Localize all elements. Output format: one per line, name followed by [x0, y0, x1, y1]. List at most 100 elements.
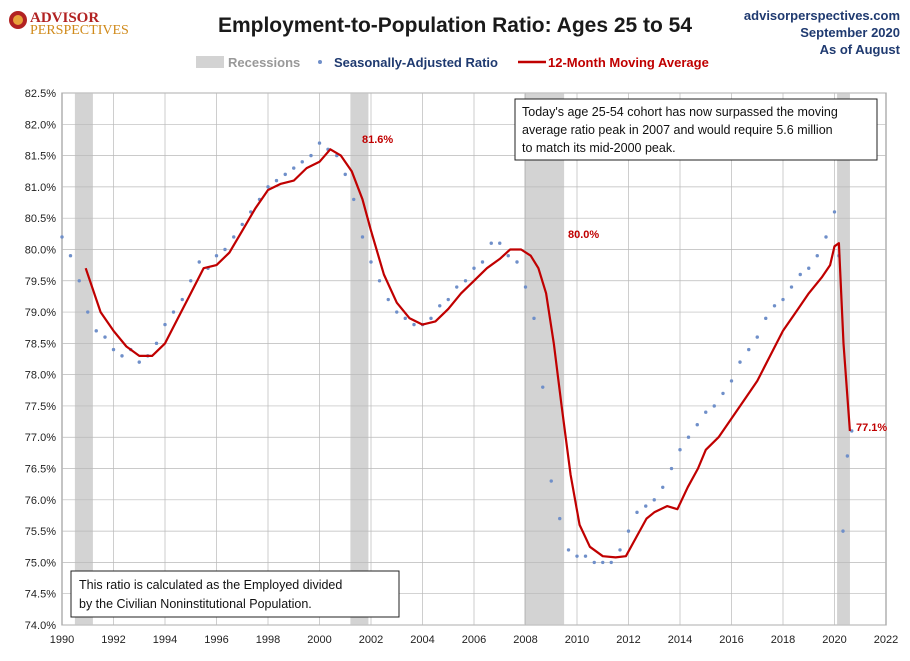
y-tick-label: 79.5% — [25, 276, 56, 288]
x-tick-label: 2018 — [771, 634, 795, 646]
recession-band-0 — [74, 93, 93, 625]
ratio-point — [609, 560, 613, 565]
ratio-point — [120, 354, 124, 358]
ratio-point — [592, 560, 596, 565]
ratio-point — [223, 247, 227, 252]
ratio-point — [824, 235, 828, 239]
ratio-point — [171, 310, 176, 314]
y-tick-label: 76.0% — [25, 495, 56, 507]
ratio-point — [266, 185, 270, 189]
ratio-point — [523, 285, 528, 289]
ratio-point — [300, 160, 304, 164]
ratio-point — [480, 260, 485, 264]
ratio-point — [601, 560, 605, 565]
ratio-point — [438, 304, 442, 308]
ratio-point — [845, 454, 850, 458]
ratio-point — [180, 297, 184, 302]
ratio-point — [240, 222, 244, 227]
annotation-box-top: Today's age 25-54 cohort has now surpass… — [514, 98, 878, 161]
ratio-point — [635, 510, 639, 515]
recession-band-2 — [524, 93, 565, 625]
ratio-point — [532, 316, 536, 321]
ratio-point — [455, 285, 459, 289]
legend-ratio: Seasonally-Adjusted Ratio — [334, 55, 498, 70]
ratio-point — [661, 485, 665, 490]
ratio-dots — [60, 141, 854, 565]
label-peak-2007: 80.0% — [568, 229, 599, 241]
x-tick-label: 1994 — [153, 634, 177, 646]
ratio-point — [678, 448, 682, 452]
x-tick-label: 2004 — [410, 634, 434, 646]
ratio-point — [232, 235, 236, 239]
ratio-point — [669, 466, 674, 471]
ratio-point — [137, 360, 141, 364]
legend-recessions: Recessions — [228, 55, 300, 70]
site-label: advisorperspectives.com — [744, 8, 900, 23]
ratio-point — [772, 304, 777, 308]
x-tick-label: 2012 — [616, 634, 640, 646]
x-tick-label: 2000 — [307, 634, 331, 646]
y-tick-label: 79.0% — [25, 307, 56, 319]
y-tick-label: 81.0% — [25, 182, 56, 194]
chart-title: Employment-to-Population Ratio: Ages 25 … — [218, 14, 692, 37]
ratio-point — [446, 297, 450, 302]
ratio-point — [738, 360, 742, 364]
ratio-point — [189, 279, 193, 283]
ratio-point — [274, 178, 279, 183]
ratio-point — [781, 297, 785, 302]
y-tick-label: 74.0% — [25, 620, 56, 632]
recession-bands — [74, 93, 850, 625]
ratio-point — [163, 322, 167, 327]
annotation-top-line-2: average ratio peak in 2007 and would req… — [522, 123, 833, 137]
ratio-point — [729, 379, 734, 383]
y-tick-label: 77.5% — [25, 401, 56, 413]
ratio-point — [618, 548, 622, 552]
ratio-point — [549, 479, 553, 483]
annotation-top-line-3: to match its mid-2000 peak. — [522, 141, 676, 155]
x-tick-label: 1990 — [50, 634, 74, 646]
ratio-point — [798, 272, 802, 277]
ratio-point — [755, 335, 759, 339]
x-tick-label: 1998 — [256, 634, 280, 646]
ratio-point — [583, 554, 588, 558]
ratio-point — [498, 241, 502, 245]
ratio-point — [807, 266, 811, 270]
ratio-point — [541, 385, 545, 389]
y-axis-ticks: 74.0% 74.5% 75.0% 75.5% 76.0% 76.5% 77.0% 77.5%… — [25, 88, 56, 632]
ratio-point — [575, 554, 579, 558]
annotation-top-line-1: Today's age 25-54 cohort has now surpass… — [522, 105, 838, 119]
moving-average-path — [84, 148, 851, 559]
date-label: September 2020 — [800, 25, 900, 40]
ratio-point — [86, 310, 90, 314]
ratio-point — [94, 329, 98, 333]
ratio-point — [386, 297, 390, 302]
x-tick-label: 2010 — [565, 634, 589, 646]
x-tick-label: 2014 — [668, 634, 692, 646]
ratio-point — [154, 341, 159, 346]
ratio-point — [712, 404, 716, 408]
ratio-point — [68, 254, 73, 258]
ratio-point — [343, 172, 347, 177]
legend-recession-swatch — [196, 56, 224, 68]
x-tick-label: 2022 — [874, 634, 898, 646]
ratio-point — [111, 347, 116, 352]
ratio-point — [77, 279, 81, 283]
y-tick-label: 77.0% — [25, 432, 56, 444]
annotation-bottom-line-2: by the Civilian Noninstitutional Populat… — [79, 597, 312, 611]
ratio-point — [764, 316, 768, 321]
ratio-point — [463, 279, 468, 283]
x-tick-label: 2020 — [822, 634, 846, 646]
ratio-point — [652, 498, 656, 502]
ratio-point — [60, 235, 64, 239]
ratio-point — [317, 141, 322, 145]
ratio-point — [309, 153, 313, 158]
annotation-box-bottom: This ratio is calculated as the Employed… — [70, 570, 400, 618]
annotation-bottom-line-1: This ratio is calculated as the Employed… — [79, 578, 342, 592]
advisor-perspectives-logo: ADVISOR PERSPECTIVES — [9, 10, 129, 38]
legend-average: 12-Month Moving Average — [548, 55, 709, 70]
ratio-point — [395, 310, 399, 314]
x-tick-label: 1996 — [204, 634, 228, 646]
x-axis-ticks: 1990 1992 1994 1996 1998 2000 2002 2004 2006 2008… — [50, 634, 898, 646]
ratio-point — [506, 254, 510, 258]
